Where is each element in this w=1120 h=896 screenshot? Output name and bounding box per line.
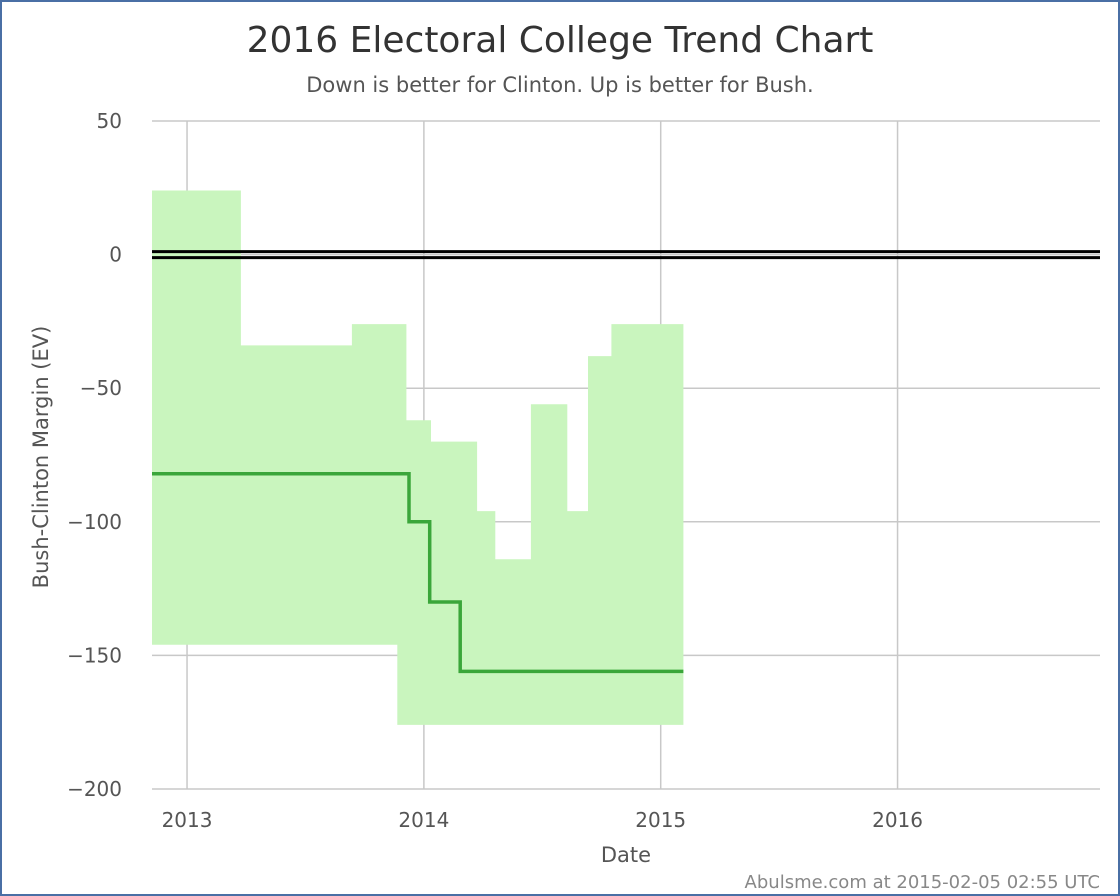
y-tick-label: −100 bbox=[67, 510, 122, 534]
expected-margin-path bbox=[152, 471, 684, 674]
chart-title: 2016 Electoral College Trend Chart bbox=[247, 20, 874, 61]
x-tick-label: 2015 bbox=[635, 808, 686, 832]
credit-label: Abulsme.com at 2015-02-05 02:55 UTC bbox=[745, 872, 1100, 893]
range-band bbox=[152, 190, 684, 725]
y-tick-label: 50 bbox=[97, 109, 122, 133]
y-axis-title: Bush-Clinton Margin (EV) bbox=[29, 326, 53, 589]
zero-reference-line bbox=[152, 250, 1100, 260]
x-axis-title: Date bbox=[601, 843, 651, 867]
y-tick-label: −200 bbox=[67, 777, 122, 801]
y-tick-label: −150 bbox=[67, 643, 122, 667]
x-tick-label: 2016 bbox=[872, 808, 923, 832]
expected-margin-line bbox=[152, 471, 684, 674]
x-tick-label: 2013 bbox=[162, 808, 213, 832]
chart-subtitle: Down is better for Clinton. Up is better… bbox=[306, 73, 813, 97]
axis-ticks: 50 0 −50 −100 −150 −200 2013 2014 2015 2016 bbox=[67, 109, 923, 832]
y-tick-label: 0 bbox=[109, 243, 122, 267]
y-tick-label: −50 bbox=[80, 376, 122, 400]
range-band-area bbox=[152, 190, 684, 725]
x-tick-label: 2014 bbox=[398, 808, 449, 832]
